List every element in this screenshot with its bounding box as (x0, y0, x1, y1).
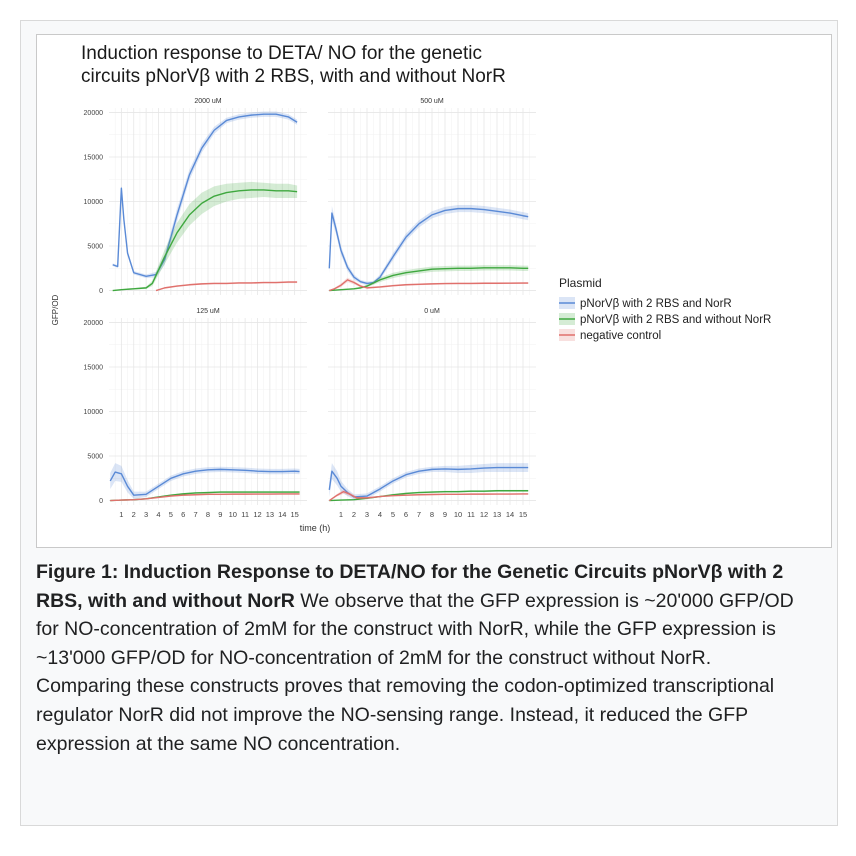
x-tick-label: 9 (218, 510, 222, 519)
legend-entry: pNorVβ with 2 RBS and without NorR (580, 314, 771, 326)
x-tick-label: 10 (229, 510, 237, 519)
series-line-0 (328, 466, 529, 498)
y-tick-label: 5000 (87, 454, 103, 461)
x-tick-label: 3 (144, 510, 148, 519)
figure-caption: Figure 1: Induction Response to DETA/NO … (36, 558, 806, 758)
chart-title-line-2: circuits pNorVβ with 2 RBS, with and wit… (81, 66, 506, 87)
x-tick-label: 1 (119, 510, 123, 519)
y-tick-label: 5000 (87, 244, 103, 251)
x-tick-label: 5 (169, 510, 173, 519)
x-tick-label: 5 (391, 510, 395, 519)
x-tick-label: 13 (266, 510, 274, 519)
series-line-1 (329, 267, 529, 292)
series-line-0 (112, 113, 298, 278)
figure-image: Induction response to DETA/ NO for the g… (36, 34, 832, 548)
x-tick-label: 6 (404, 510, 408, 519)
legend-title: Plasmid (559, 276, 602, 290)
series-line-0 (328, 207, 529, 285)
y-tick-label: 15000 (84, 364, 104, 371)
x-tick-label: 11 (467, 510, 475, 519)
panel-label: 125 uM (196, 308, 220, 315)
x-tick-label: 3 (365, 510, 369, 519)
x-tick-label: 2 (352, 510, 356, 519)
legend-entry: negative control (580, 330, 661, 342)
y-tick-label: 15000 (84, 154, 104, 161)
x-tick-label: 14 (506, 510, 514, 519)
series-line-1 (329, 490, 529, 502)
panel-3: 0 uM1 2 3 4 5 6 7 8 9 10 11 12 13 14 15 (328, 308, 536, 519)
x-tick-label: 15 (290, 510, 298, 519)
series-band-1 (112, 181, 298, 291)
y-tick-label: 0 (99, 498, 103, 505)
series-line-2 (155, 281, 298, 292)
series-band-0 (112, 111, 298, 279)
x-tick-label: 9 (443, 510, 447, 519)
x-tick-label: 15 (519, 510, 527, 519)
panel-label: 0 uM (424, 308, 440, 315)
x-tick-label: 8 (206, 510, 210, 519)
series-line-2 (328, 490, 529, 502)
x-tick-label: 13 (493, 510, 501, 519)
panel-label: 500 uM (420, 98, 444, 105)
y-tick-label: 10000 (84, 199, 104, 206)
series-band-0 (329, 463, 529, 500)
chart-title-line-1: Induction response to DETA/ NO for the g… (81, 43, 482, 64)
x-tick-label: 7 (417, 510, 421, 519)
y-tick-label: 10000 (84, 409, 104, 416)
caption-body: We observe that the GFP expression is ~2… (36, 589, 794, 755)
caption-heading: Figure 1: Induction Response to DETA/NO … (36, 561, 784, 612)
x-tick-label: 2 (132, 510, 136, 519)
chart-legend: Plasmid pNorVβ with 2 RBS and NorR pNorVβ… (559, 276, 771, 342)
y-tick-label: 20000 (84, 110, 104, 117)
x-axis-label: time (h) (300, 523, 331, 533)
y-tick-label: 20000 (84, 320, 104, 327)
x-tick-label: 11 (241, 510, 249, 519)
induction-chart: Induction response to DETA/ NO for the g… (51, 43, 771, 533)
series-band-0 (110, 463, 300, 499)
x-tick-label: 14 (278, 510, 286, 519)
x-tick-label: 4 (156, 510, 160, 519)
panel-1: 500 uM (328, 98, 536, 295)
legend-entry: pNorVβ with 2 RBS and NorR (580, 298, 732, 310)
x-tick-label: 7 (194, 510, 198, 519)
series-line-2 (110, 493, 300, 502)
x-tick-label: 1 (339, 510, 343, 519)
x-tick-label: 4 (378, 510, 382, 519)
panel-0: 2000 uM 0 5000 10000 15000 20000 (84, 98, 307, 295)
x-tick-label: 10 (454, 510, 462, 519)
panel-label: 2000 uM (194, 98, 221, 105)
series-line-0 (109, 468, 300, 496)
y-axis-label: GFP/OD (51, 294, 60, 325)
series-line-1 (112, 189, 298, 292)
series-line-2 (329, 279, 529, 292)
x-tick-label: 12 (253, 510, 261, 519)
x-tick-label: 6 (181, 510, 185, 519)
y-tick-label: 0 (99, 288, 103, 295)
x-tick-label: 8 (430, 510, 434, 519)
x-tick-label: 12 (480, 510, 488, 519)
